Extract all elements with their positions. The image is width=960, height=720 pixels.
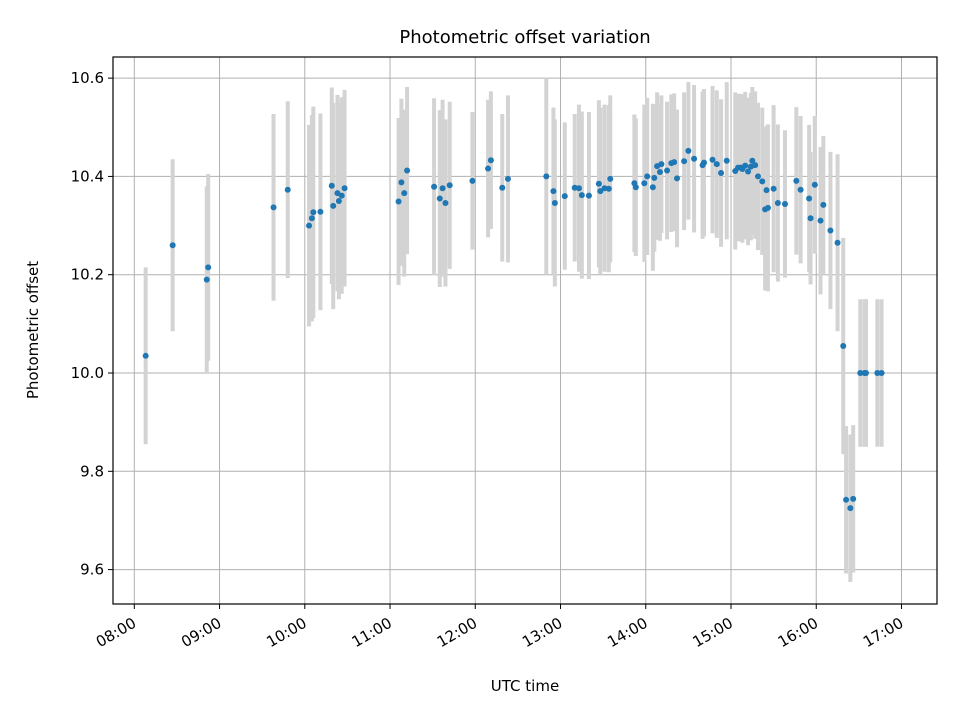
data-point (504, 175, 511, 182)
data-point (317, 208, 324, 215)
data-point (745, 168, 752, 175)
data-point (597, 188, 604, 195)
y-tick-label: 10.0 (71, 364, 104, 382)
data-point (575, 185, 582, 192)
data-point (709, 156, 716, 163)
chart-title: Photometric offset variation (399, 27, 650, 48)
plot-frame (112, 56, 938, 605)
data-point (820, 201, 827, 208)
data-point (551, 199, 558, 206)
data-point (485, 165, 492, 172)
data-point (585, 192, 592, 199)
data-point (651, 174, 658, 181)
data-point (335, 197, 342, 204)
data-point (671, 159, 678, 166)
data-point (632, 184, 639, 191)
data-point (439, 185, 446, 192)
data-point (862, 370, 869, 377)
data-point (664, 167, 671, 174)
data-point (431, 183, 438, 190)
data-point (436, 195, 443, 202)
data-point (754, 173, 761, 180)
data-point (644, 173, 651, 180)
data-point (793, 177, 800, 184)
data-point (764, 204, 771, 211)
data-point (827, 227, 834, 234)
data-point (306, 222, 313, 229)
data-point (770, 185, 777, 192)
x-axis-label: UTC time (491, 677, 559, 695)
data-point (656, 169, 663, 176)
data-point (404, 167, 411, 174)
data-point (641, 180, 648, 187)
data-point (605, 185, 612, 192)
data-point (284, 186, 291, 193)
data-point (142, 352, 149, 359)
data-points (142, 147, 885, 512)
y-tick-label: 10.2 (71, 266, 104, 284)
data-point (742, 162, 749, 169)
data-point (674, 175, 681, 182)
data-point (649, 184, 656, 191)
y-tick-label: 9.6 (80, 561, 104, 579)
data-point (749, 157, 756, 164)
data-point (774, 199, 781, 206)
data-point (469, 177, 476, 184)
data-point (310, 209, 317, 216)
data-point (658, 161, 665, 168)
data-point (561, 193, 568, 200)
data-point (797, 186, 804, 193)
y-tick-label: 10.6 (71, 69, 104, 87)
data-point (759, 178, 766, 185)
data-point (685, 147, 692, 154)
data-point (308, 215, 315, 222)
data-point (203, 276, 210, 283)
data-point (543, 173, 550, 180)
data-point (840, 342, 847, 349)
data-point (442, 199, 449, 206)
data-point (763, 187, 770, 194)
data-point (847, 505, 854, 512)
data-point (701, 159, 708, 166)
data-point (713, 161, 720, 168)
data-point (681, 158, 688, 165)
data-point (499, 184, 506, 191)
data-point (811, 181, 818, 188)
data-point (595, 180, 602, 187)
data-point (781, 200, 788, 207)
data-point (338, 192, 345, 199)
data-point (328, 182, 335, 189)
data-point (752, 162, 759, 169)
data-point (843, 496, 850, 503)
y-tick-label: 10.4 (71, 167, 104, 185)
data-point (341, 185, 348, 192)
data-point (874, 370, 881, 377)
data-point (487, 157, 494, 164)
data-point (817, 217, 824, 224)
data-point (607, 175, 614, 182)
data-point (398, 179, 405, 186)
y-axis-label: Photometric offset (24, 261, 42, 399)
data-point (578, 192, 585, 199)
data-point (446, 182, 453, 189)
data-point (205, 264, 212, 271)
data-point (806, 195, 813, 202)
data-point (834, 239, 841, 246)
data-point (857, 370, 864, 377)
data-point (718, 169, 725, 176)
data-point (401, 190, 408, 197)
data-point (878, 370, 885, 377)
y-tick-label: 9.8 (80, 462, 104, 480)
data-point (330, 202, 337, 209)
data-point (691, 155, 698, 162)
data-point (723, 157, 730, 164)
data-point (807, 215, 814, 222)
data-point (395, 198, 402, 205)
data-point (169, 242, 176, 249)
data-point (850, 495, 857, 502)
data-point (550, 188, 557, 195)
data-point (270, 204, 277, 211)
